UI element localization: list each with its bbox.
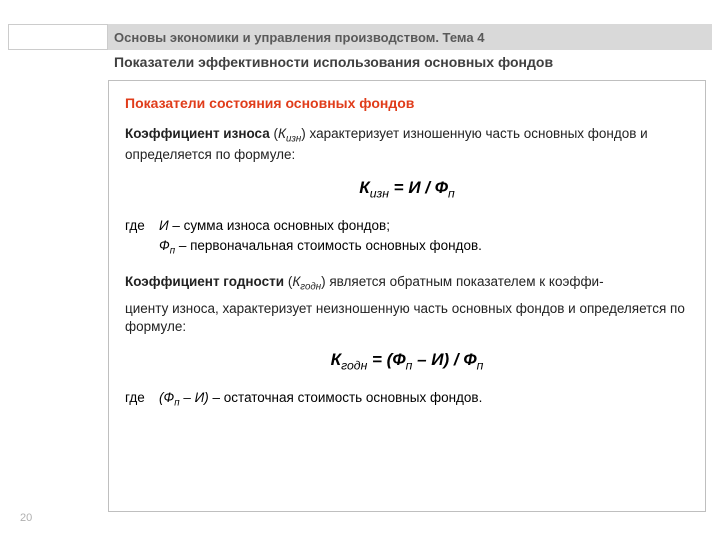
para2-text-a: является обратным показателем к коэффи- bbox=[326, 274, 604, 289]
content-frame: Показатели состояния основных фондов Коэ… bbox=[108, 80, 706, 512]
f1-fsub: п bbox=[448, 186, 455, 200]
header-title: Основы экономики и управления производст… bbox=[114, 30, 484, 45]
paragraph-1: Коэффициент износа (Кизн) характеризует … bbox=[125, 125, 689, 164]
where1-sym1: И bbox=[159, 218, 169, 233]
section-title: Показатели состояния основных фондов bbox=[125, 95, 689, 111]
where1-label: где bbox=[125, 216, 159, 236]
f1-eq: = И / Ф bbox=[389, 178, 448, 197]
sym2-sub: годн bbox=[300, 281, 321, 292]
paragraph-2b: циенту износа, характеризует неизношенну… bbox=[125, 300, 689, 336]
where1-sym2: Ф bbox=[159, 238, 170, 253]
page-subtitle: Показатели эффективности использования о… bbox=[114, 54, 706, 70]
page-number: 20 bbox=[20, 512, 32, 524]
where2-line1: (Фп – И) – остаточная стоимость основных… bbox=[159, 388, 482, 411]
where2-pre: (Ф bbox=[159, 390, 174, 405]
where1-line2: Фп – первоначальная стоимость основных ф… bbox=[159, 236, 482, 259]
where1-line1: И – сумма износа основных фондов; bbox=[159, 216, 390, 236]
f2-f2sub: п bbox=[477, 358, 484, 372]
where2-text: – остаточная стоимость основных фондов. bbox=[209, 390, 483, 405]
f2-ksub: годн bbox=[341, 358, 367, 372]
where1-text1: – сумма износа основных фондов; bbox=[169, 218, 390, 233]
f2-eqb: – И) / Ф bbox=[412, 350, 476, 369]
f1-k: К bbox=[359, 178, 369, 197]
where2-post: – И) bbox=[180, 390, 209, 405]
para2-text-b: циенту износа, характеризует неизношенну… bbox=[125, 301, 685, 334]
term-1: Коэффициент износа bbox=[125, 126, 270, 141]
formula-1: Кизн = И / Фп bbox=[125, 178, 689, 200]
logo-placeholder bbox=[8, 24, 108, 50]
f1-ksub: изн bbox=[370, 186, 389, 200]
sym1-sub: изн bbox=[286, 134, 301, 145]
formula-2: Кгодн = (Фп – И) / Фп bbox=[125, 350, 689, 372]
where1-row1: где И – сумма износа основных фондов; bbox=[125, 216, 689, 236]
sym1-k: К bbox=[278, 126, 286, 141]
paragraph-2: Коэффициент годности (Кгодн) является об… bbox=[125, 273, 689, 294]
subtitle-bar: Показатели эффективности использования о… bbox=[114, 54, 706, 70]
where-block-2: где (Фп – И) – остаточная стоимость осно… bbox=[125, 388, 689, 411]
where-block-1: где И – сумма износа основных фондов; Фп… bbox=[125, 216, 689, 258]
where1-text2: – первоначальная стоимость основных фонд… bbox=[175, 238, 482, 253]
where2-label: где bbox=[125, 388, 159, 411]
where1-spacer bbox=[125, 236, 159, 259]
term-2: Коэффициент годности bbox=[125, 274, 284, 289]
where1-row2: Фп – первоначальная стоимость основных ф… bbox=[125, 236, 689, 259]
f2-k: К bbox=[331, 350, 341, 369]
f2-eqa: = (Ф bbox=[367, 350, 405, 369]
header-bar: Основы экономики и управления производст… bbox=[8, 24, 712, 50]
where2-row1: где (Фп – И) – остаточная стоимость осно… bbox=[125, 388, 689, 411]
